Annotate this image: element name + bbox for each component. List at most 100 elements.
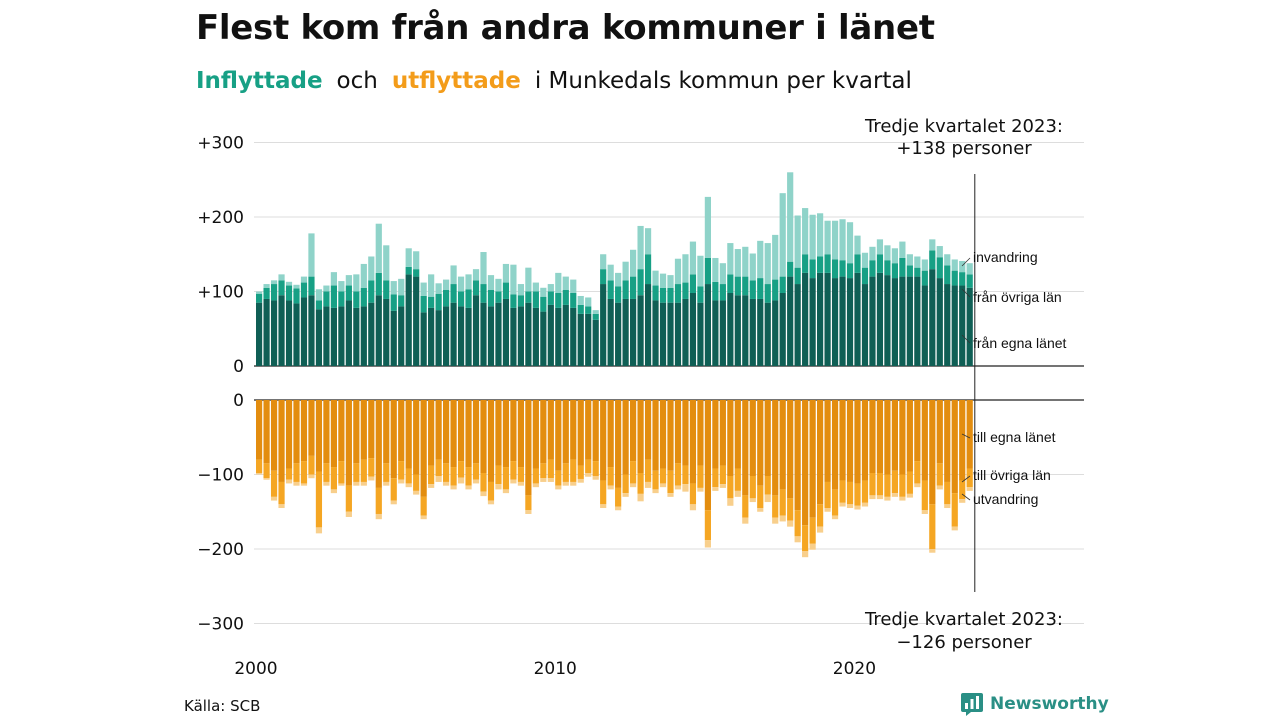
bar-in-1 [495,291,502,303]
bar-in-2 [906,254,913,266]
bar-in-1 [824,254,831,273]
bar-in-0 [644,284,652,366]
bar-out-1 [764,475,771,495]
bar-in-2 [802,208,809,255]
bar-in-0 [869,276,876,366]
bar-out-0 [450,400,457,468]
bar-out-2 [375,513,382,520]
bar-out-0 [831,400,839,490]
series-label-utvandring-leader [961,493,971,501]
series-label-till-egna-lanet-leader [961,433,971,439]
bar-in-1 [330,285,337,308]
bar-in-2 [876,239,884,255]
bar-out-1 [270,470,278,497]
bar-in-2 [861,252,869,268]
bar-out-1 [487,481,495,501]
bar-out-0 [390,400,397,479]
bar-in-1 [443,290,450,307]
bar-out-0 [846,400,854,482]
bar-out-0 [263,400,270,464]
bar-out-0 [921,400,928,481]
chart-subtitle: Inflyttade och utflyttade i Munkedals kommu… [196,68,912,94]
bar-out-0 [906,400,913,472]
bar-out-2 [861,502,869,507]
bar-in-2 [428,274,435,297]
bar-in-1 [570,292,577,308]
bar-in-2 [360,263,367,288]
bar-in-1 [787,261,794,277]
bar-in-1 [428,296,435,308]
bar-out-0 [338,400,345,462]
bar-out-0 [667,400,674,471]
bar-out-1 [338,461,345,484]
bar-in-2 [375,223,382,273]
bar-in-0 [300,297,308,366]
bar-in-0 [555,307,562,366]
bar-out-0 [772,400,779,496]
bar-in-2 [622,261,629,281]
bar-in-0 [959,285,966,366]
bar-out-1 [734,468,741,491]
bar-out-2 [622,493,629,497]
bar-out-1 [884,474,891,497]
bar-in-1 [839,260,846,277]
bar-in-2 [525,267,532,292]
bar-out-2 [876,495,884,500]
bar-out-2 [659,483,667,488]
bar-in-1 [757,278,764,299]
bar-out-0 [607,400,614,468]
bar-out-0 [502,400,510,468]
bar-in-1 [607,280,614,299]
bar-out-2 [300,483,308,486]
bar-out-1 [360,459,367,482]
bar-out-1 [443,463,450,482]
bar-out-0 [727,400,734,476]
bar-in-2 [600,254,607,270]
bar-in-1 [630,276,637,299]
bar-in-0 [293,303,300,366]
bar-in-1 [405,266,412,275]
bar-in-1 [338,291,345,307]
bar-in-2 [487,275,495,291]
bar-in-0 [772,300,779,366]
bar-out-2 [727,498,734,506]
bar-out-0 [592,400,599,462]
bar-out-2 [398,479,405,484]
bar-in-2 [413,251,420,270]
bar-out-2 [390,500,397,505]
bar-in-0 [779,292,786,366]
bar-out-0 [951,400,958,494]
bar-out-2 [951,526,958,531]
bar-in-1 [652,285,659,301]
bar-in-0 [757,298,764,366]
bar-in-2 [345,275,352,286]
bar-out-2 [794,536,801,543]
bar-in-0 [951,285,958,366]
bar-in-1 [794,267,801,285]
y-tick-label-in: 0 [233,357,244,377]
bar-in-0 [764,302,771,366]
bar-out-2 [644,481,652,488]
bar-in-0 [899,276,906,366]
bar-in-0 [854,272,861,366]
series-label-till-ovriga-lan: till övriga län [973,467,1051,483]
bar-out-0 [555,400,562,471]
bar-out-1 [861,480,869,503]
bar-out-1 [787,498,794,521]
bar-in-0 [278,295,285,366]
bar-out-1 [742,495,749,518]
bar-in-0 [450,302,457,366]
bar-out-0 [353,400,360,464]
x-tick-label: 2020 [833,659,876,679]
bar-in-0 [622,298,629,366]
bar-in-1 [413,269,420,277]
bar-out-1 [263,463,270,479]
bar-in-0 [398,306,405,366]
bar-out-1 [899,474,906,497]
bar-out-1 [607,467,614,486]
bar-out-2 [502,489,510,494]
bar-out-0 [278,400,285,482]
bar-in-0 [704,284,711,366]
bar-out-1 [547,459,554,479]
bar-in-2 [734,249,741,277]
